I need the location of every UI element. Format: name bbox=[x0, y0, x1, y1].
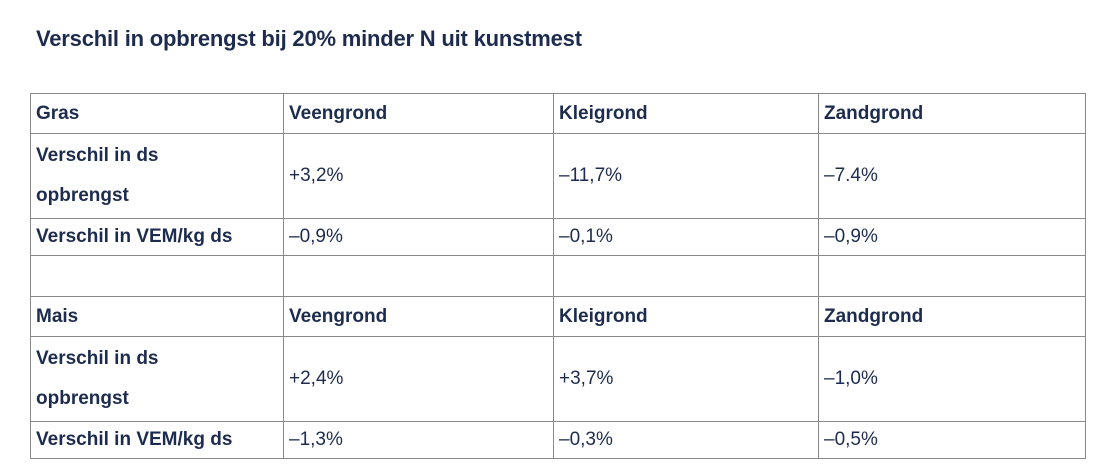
spacer-row bbox=[30, 255, 1086, 297]
value-cell: +3,7% bbox=[553, 336, 819, 422]
yield-table: Gras Veengrond Kleigrond Zandgrond Versc… bbox=[30, 93, 1086, 459]
column-header-kleigrond: Kleigrond bbox=[553, 93, 819, 134]
value-cell: +3,2% bbox=[283, 133, 554, 219]
row-label-vem: Verschil in VEM/kg ds bbox=[30, 218, 284, 256]
column-header-veengrond: Veengrond bbox=[283, 296, 554, 337]
spacer-cell bbox=[283, 255, 554, 297]
column-header-veengrond: Veengrond bbox=[283, 93, 554, 134]
gras-header-row: Gras Veengrond Kleigrond Zandgrond bbox=[30, 93, 1086, 134]
column-header-zandgrond: Zandgrond bbox=[818, 93, 1086, 134]
value-cell: –7.4% bbox=[818, 133, 1086, 219]
page-title: Verschil in opbrengst bij 20% minder N u… bbox=[36, 26, 582, 51]
value-cell: –0,3% bbox=[553, 421, 819, 459]
value-cell: +2,4% bbox=[283, 336, 554, 422]
table-row: Verschil in ds opbrengst +2,4% +3,7% –1,… bbox=[30, 336, 1086, 422]
table-row: Verschil in ds opbrengst +3,2% –11,7% –7… bbox=[30, 133, 1086, 219]
spacer-cell bbox=[553, 255, 819, 297]
table-row: Verschil in VEM/kg ds –1,3% –0,3% –0,5% bbox=[30, 421, 1086, 459]
value-cell: –1,3% bbox=[283, 421, 554, 459]
row-label-text: Verschil in ds opbrengst bbox=[36, 348, 159, 409]
value-cell: –1,0% bbox=[818, 336, 1086, 422]
spacer-cell bbox=[818, 255, 1086, 297]
mais-header-row: Mais Veengrond Kleigrond Zandgrond bbox=[30, 296, 1086, 337]
row-label-ds-opbrengst: Verschil in ds opbrengst bbox=[30, 133, 284, 219]
section-title-gras: Gras bbox=[30, 93, 284, 134]
column-header-kleigrond: Kleigrond bbox=[553, 296, 819, 337]
row-label-vem: Verschil in VEM/kg ds bbox=[30, 421, 284, 459]
value-cell: –0,5% bbox=[818, 421, 1086, 459]
row-label-ds-opbrengst: Verschil in ds opbrengst bbox=[30, 336, 284, 422]
column-header-zandgrond: Zandgrond bbox=[818, 296, 1086, 337]
spacer-cell bbox=[30, 255, 284, 297]
value-cell: –0,9% bbox=[283, 218, 554, 256]
value-cell: –0,9% bbox=[818, 218, 1086, 256]
section-title-mais: Mais bbox=[30, 296, 284, 337]
table-row: Verschil in VEM/kg ds –0,9% –0,1% –0,9% bbox=[30, 218, 1086, 256]
value-cell: –11,7% bbox=[553, 133, 819, 219]
value-cell: –0,1% bbox=[553, 218, 819, 256]
row-label-text: Verschil in ds opbrengst bbox=[36, 145, 159, 206]
